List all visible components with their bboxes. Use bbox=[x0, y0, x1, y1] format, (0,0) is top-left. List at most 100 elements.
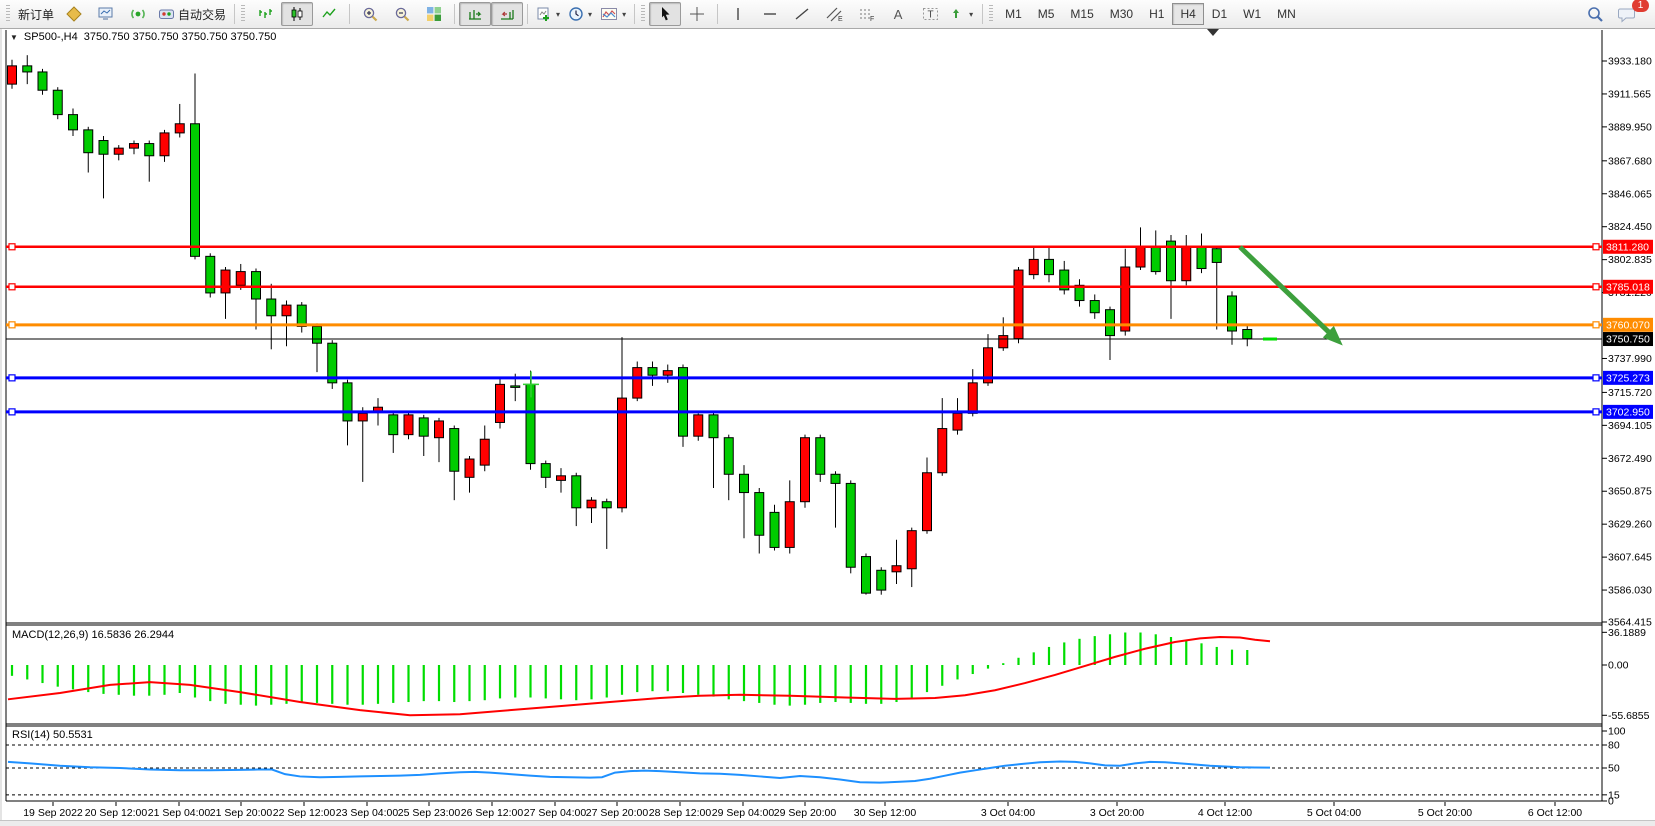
line-chart-icon[interactable] bbox=[313, 2, 345, 26]
chart-header: ▼ SP500-,H4 3750.750 3750.750 3750.750 3… bbox=[10, 31, 276, 43]
svg-text:3650.875: 3650.875 bbox=[1608, 486, 1652, 498]
svg-text:3586.030: 3586.030 bbox=[1608, 585, 1652, 597]
svg-text:3867.680: 3867.680 bbox=[1608, 155, 1652, 167]
tile-windows-icon[interactable] bbox=[418, 2, 450, 26]
toolbar-grip[interactable] bbox=[6, 5, 10, 23]
bar-chart-icon[interactable] bbox=[249, 2, 281, 26]
rsi-value: 50.5531 bbox=[52, 729, 93, 741]
fibonacci-icon[interactable]: F bbox=[850, 2, 882, 26]
market-watch-icon[interactable] bbox=[90, 2, 122, 26]
timeframe-button-M5[interactable]: M5 bbox=[1037, 7, 1055, 21]
svg-text:20 Sep 12:00: 20 Sep 12:00 bbox=[85, 807, 148, 819]
svg-text:E: E bbox=[838, 16, 843, 22]
toolbar-separator bbox=[234, 4, 236, 24]
svg-text:3933.180: 3933.180 bbox=[1608, 56, 1652, 68]
svg-text:3564.415: 3564.415 bbox=[1608, 617, 1652, 629]
signals-icon[interactable] bbox=[122, 2, 154, 26]
indicators-button[interactable]: ▾ bbox=[596, 2, 630, 26]
chart-shift-icon[interactable] bbox=[491, 2, 524, 26]
svg-text:0.00: 0.00 bbox=[1608, 660, 1629, 672]
vertical-line-icon[interactable] bbox=[722, 2, 754, 26]
timeframe-button-M30[interactable]: M30 bbox=[1109, 7, 1134, 21]
svg-text:21 Sep 20:00: 21 Sep 20:00 bbox=[210, 807, 273, 819]
toolbar-separator bbox=[527, 4, 529, 24]
new-order-button[interactable]: 新订单 bbox=[18, 7, 55, 22]
svg-text:27 Sep 20:00: 27 Sep 20:00 bbox=[586, 807, 649, 819]
svg-text:15: 15 bbox=[1608, 789, 1620, 801]
search-icon[interactable] bbox=[1579, 2, 1611, 26]
svg-text:3725.273: 3725.273 bbox=[1606, 372, 1650, 384]
arrows-icon[interactable]: ▾ bbox=[946, 2, 978, 26]
rsi-indicator-label: RSI(14) 50.5531 bbox=[12, 729, 93, 741]
profiles-clock-button[interactable]: ▾ bbox=[564, 2, 596, 26]
svg-text:0: 0 bbox=[1608, 796, 1614, 808]
text-label-icon[interactable]: T bbox=[914, 2, 946, 26]
svg-text:3802.835: 3802.835 bbox=[1608, 254, 1652, 266]
window-edge bbox=[0, 28, 2, 826]
svg-text:30 Sep 12:00: 30 Sep 12:00 bbox=[854, 807, 917, 819]
toolbar-separator bbox=[982, 4, 984, 24]
svg-text:5 Oct 20:00: 5 Oct 20:00 bbox=[1418, 807, 1472, 819]
timeframe-button-MN[interactable]: MN bbox=[1277, 7, 1296, 21]
autotrade-label: 自动交易 bbox=[178, 7, 227, 22]
svg-text:19 Sep 2022: 19 Sep 2022 bbox=[23, 807, 83, 819]
crosshair-icon[interactable] bbox=[681, 2, 713, 26]
svg-text:3760.070: 3760.070 bbox=[1606, 319, 1650, 331]
svg-text:3715.720: 3715.720 bbox=[1608, 387, 1652, 399]
horizontal-line-icon[interactable] bbox=[754, 2, 786, 26]
timeframe-group: M1 M5 M15 M30 H1 H4 D1 W1 MN bbox=[997, 3, 1304, 25]
svg-text:3629.260: 3629.260 bbox=[1608, 519, 1652, 531]
svg-text:50: 50 bbox=[1608, 763, 1620, 775]
svg-text:21 Sep 04:00: 21 Sep 04:00 bbox=[148, 807, 211, 819]
svg-text:3824.450: 3824.450 bbox=[1608, 221, 1652, 233]
svg-text:80: 80 bbox=[1608, 739, 1620, 751]
svg-text:3737.990: 3737.990 bbox=[1608, 353, 1652, 365]
svg-text:3607.645: 3607.645 bbox=[1608, 552, 1652, 564]
text-icon[interactable]: A bbox=[893, 6, 903, 22]
main-toolbar: 新订单 自动交易 bbox=[0, 0, 1655, 29]
cursor-icon[interactable] bbox=[649, 2, 682, 26]
svg-text:3811.280: 3811.280 bbox=[1606, 241, 1649, 253]
svg-text:T: T bbox=[927, 10, 933, 21]
svg-text:F: F bbox=[870, 16, 874, 22]
channel-icon[interactable]: E bbox=[818, 2, 850, 26]
timeframe-button-D1[interactable]: D1 bbox=[1211, 7, 1228, 21]
chat-icon[interactable]: 1 bbox=[1611, 0, 1649, 26]
svg-text:5 Oct 04:00: 5 Oct 04:00 bbox=[1307, 807, 1361, 819]
macd-name: MACD(12,26,9) bbox=[12, 629, 89, 641]
toolbar-separator bbox=[634, 4, 636, 24]
timeframe-button-M15[interactable]: M15 bbox=[1070, 7, 1094, 21]
svg-text:3 Oct 20:00: 3 Oct 20:00 bbox=[1090, 807, 1144, 819]
autotrade-button[interactable]: 自动交易 bbox=[154, 2, 230, 26]
svg-text:3672.490: 3672.490 bbox=[1608, 453, 1652, 465]
svg-text:3846.065: 3846.065 bbox=[1608, 188, 1652, 200]
trendline-icon[interactable] bbox=[786, 2, 818, 26]
auto-scroll-icon[interactable] bbox=[459, 2, 492, 26]
timeframe-button-W1[interactable]: W1 bbox=[1243, 7, 1262, 21]
toolbar-separator bbox=[717, 4, 719, 24]
new-chart-button[interactable]: ▾ bbox=[532, 2, 564, 26]
timeframe-button-H1[interactable]: H1 bbox=[1149, 7, 1165, 21]
collapse-quote-panel-icon[interactable]: ▼ bbox=[10, 32, 18, 42]
svg-text:22 Sep 12:00: 22 Sep 12:00 bbox=[273, 807, 336, 819]
svg-text:3 Oct 04:00: 3 Oct 04:00 bbox=[981, 807, 1035, 819]
svg-text:-55.6855: -55.6855 bbox=[1608, 710, 1650, 722]
svg-text:6 Oct 12:00: 6 Oct 12:00 bbox=[1528, 807, 1582, 819]
svg-text:100: 100 bbox=[1608, 726, 1626, 738]
toolbar-grip[interactable] bbox=[641, 5, 646, 23]
svg-text:3911.565: 3911.565 bbox=[1608, 88, 1651, 100]
candlestick-chart-icon[interactable] bbox=[281, 2, 314, 26]
toolbar-grip[interactable] bbox=[241, 5, 246, 23]
svg-text:36.1889: 36.1889 bbox=[1608, 627, 1646, 639]
zoom-in-icon[interactable] bbox=[354, 2, 386, 26]
zoom-out-icon[interactable] bbox=[386, 2, 418, 26]
timeframe-button-M1[interactable]: M1 bbox=[1005, 7, 1022, 21]
toolbar-separator bbox=[454, 4, 456, 24]
timeframe-button-H4[interactable]: H4 bbox=[1172, 3, 1204, 25]
svg-text:3889.950: 3889.950 bbox=[1608, 121, 1652, 133]
diamond-icon[interactable] bbox=[58, 2, 90, 26]
svg-text:3694.105: 3694.105 bbox=[1608, 420, 1652, 432]
toolbar-grip[interactable] bbox=[989, 5, 994, 23]
